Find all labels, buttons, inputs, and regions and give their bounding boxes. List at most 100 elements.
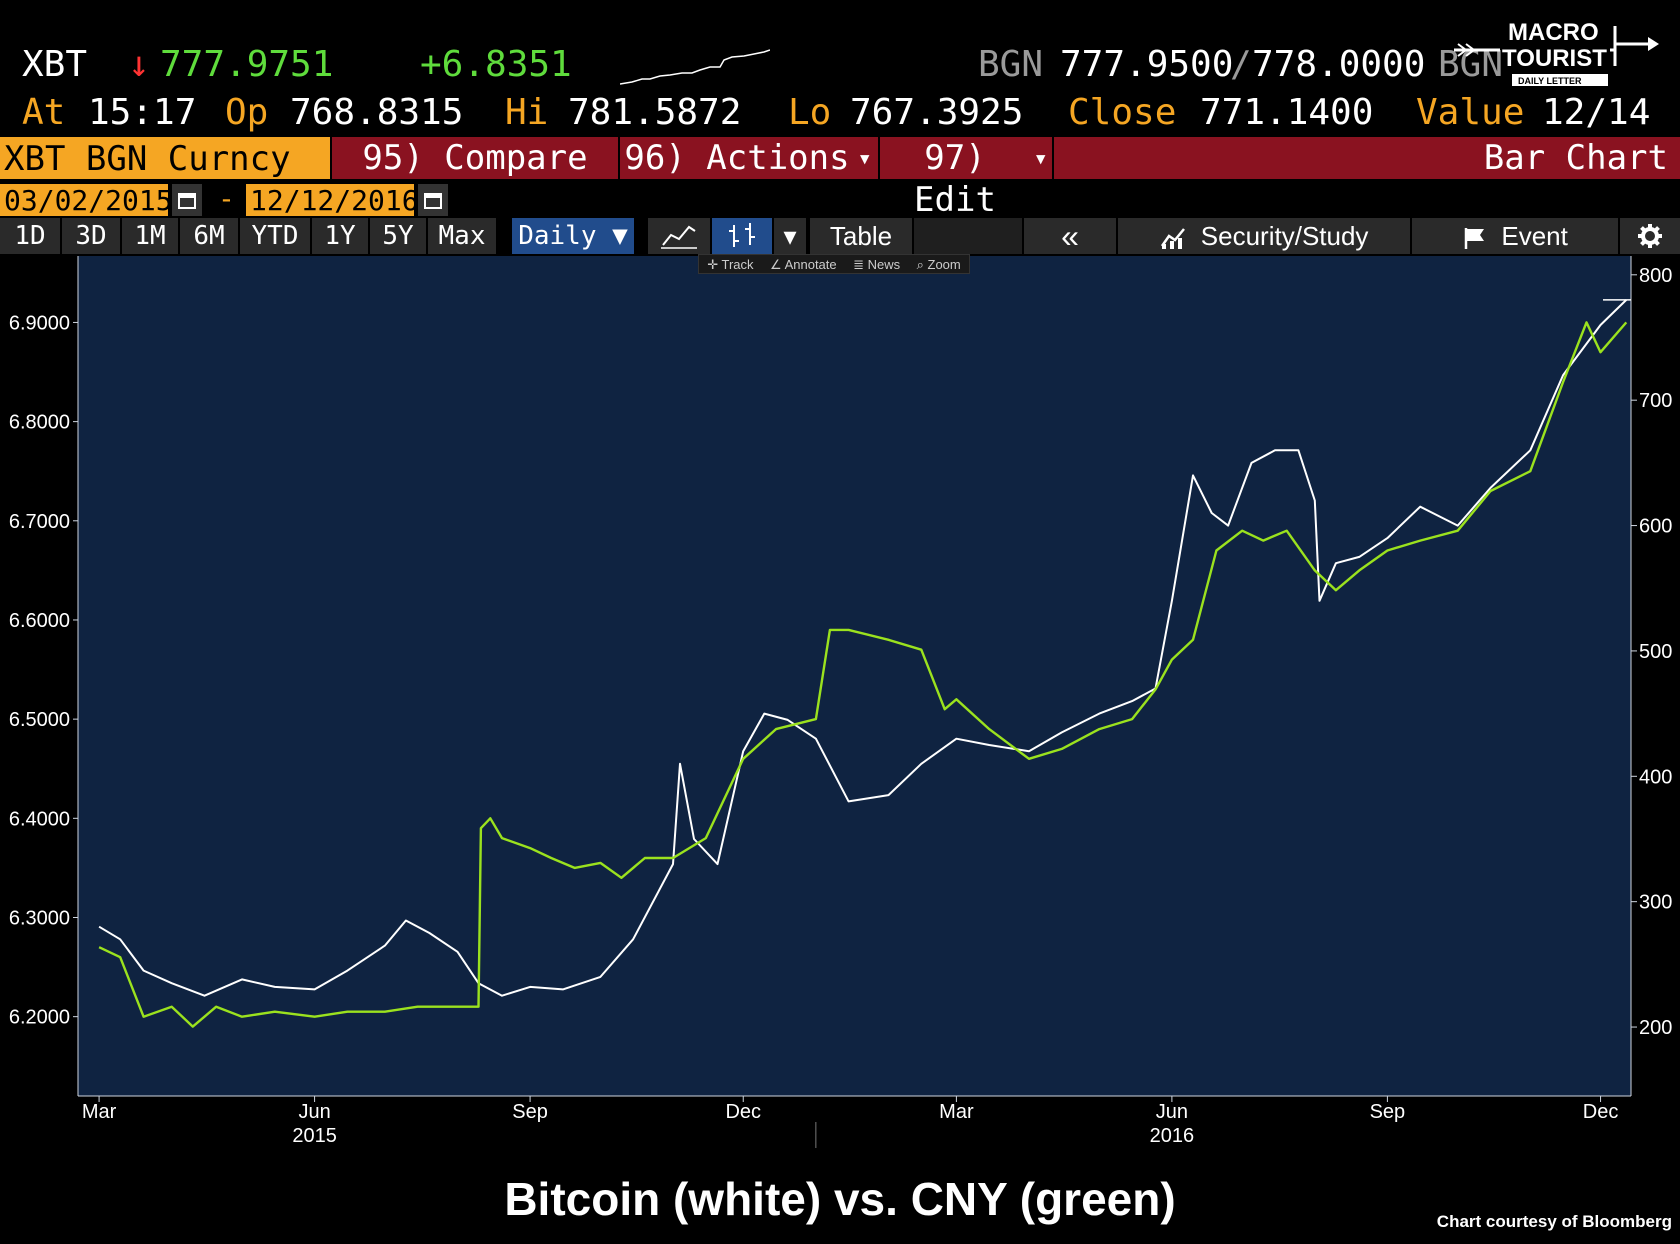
end-date-input[interactable]: 12/12/2016 bbox=[246, 184, 419, 217]
study-icon bbox=[1160, 228, 1185, 250]
toolbar-spacer bbox=[914, 218, 1024, 254]
period-button-5y[interactable]: 5Y bbox=[370, 218, 428, 254]
compare-button[interactable]: 95) Compare bbox=[332, 137, 618, 179]
news-label: News bbox=[867, 257, 901, 272]
chart-mini-toolbar: ✛ Track ∠ Annotate ≣ News ⌕ Zoom bbox=[698, 254, 970, 274]
at-label: At bbox=[22, 92, 66, 133]
chart-title: Bitcoin (white) vs. CNY (green) bbox=[504, 1173, 1176, 1225]
chart-svg: 6.2000 6.3000 6.4000 6.5000 6.6000 6.7000 6.80… bbox=[9, 256, 1672, 1148]
left-tick-label: 6.9000 bbox=[9, 312, 70, 334]
table-button[interactable]: Table bbox=[810, 218, 914, 254]
bid-price: 777.9500 bbox=[1060, 44, 1234, 85]
logo-line1: MACRO bbox=[1508, 19, 1599, 46]
plot-area[interactable] bbox=[78, 256, 1631, 1096]
end-calendar-button[interactable] bbox=[418, 184, 448, 216]
edit-dropdown-icon: ▾ bbox=[1033, 144, 1048, 172]
logo-line2: TOURIST bbox=[1502, 45, 1607, 72]
date-range-separator: - bbox=[218, 182, 235, 215]
left-tick-label: 6.4000 bbox=[9, 808, 70, 830]
open-label: Op bbox=[225, 92, 269, 133]
left-tick-label: 6.8000 bbox=[9, 412, 70, 434]
calendar-icon bbox=[178, 193, 196, 209]
actions-label: 96) Actions bbox=[624, 138, 850, 178]
x-tick-label: Dec bbox=[725, 1101, 761, 1123]
period-button-1d[interactable]: 1D bbox=[0, 218, 62, 254]
start-calendar-button[interactable] bbox=[172, 184, 202, 216]
left-tick-label: 6.2000 bbox=[9, 1007, 70, 1029]
line-chart-button[interactable] bbox=[648, 218, 712, 254]
value-label: Value bbox=[1416, 92, 1525, 133]
calendar-icon bbox=[424, 193, 442, 209]
high-label: Hi bbox=[505, 92, 549, 133]
right-tick-label: 500 bbox=[1639, 641, 1672, 663]
bgn-label: BGN bbox=[978, 44, 1044, 85]
security-study-button[interactable]: Security/Study bbox=[1118, 218, 1412, 254]
period-button-ytd[interactable]: YTD bbox=[240, 218, 312, 254]
right-tick-label: 600 bbox=[1639, 516, 1672, 538]
logo-line3: DAILY LETTER bbox=[1518, 76, 1582, 86]
zoom-label: Zoom bbox=[927, 257, 961, 272]
edit-label: 97) Edit bbox=[914, 138, 996, 220]
ask-price: 778.0000 bbox=[1252, 44, 1426, 85]
bar-chart-button[interactable] bbox=[712, 218, 774, 254]
x-tick-label: Jun bbox=[298, 1101, 330, 1123]
start-date-input[interactable]: 03/02/2015 bbox=[0, 184, 173, 217]
period-button-1y[interactable]: 1Y bbox=[312, 218, 370, 254]
ticker-symbol: XBT bbox=[22, 44, 88, 85]
gear-icon bbox=[1638, 224, 1662, 248]
event-button[interactable]: Event bbox=[1412, 218, 1620, 254]
period-button-max[interactable]: Max bbox=[428, 218, 498, 254]
right-tick-label: 300 bbox=[1639, 892, 1672, 914]
chevron-down-icon: ▾ bbox=[783, 221, 797, 251]
year-label: 2016 bbox=[1150, 1125, 1195, 1147]
bid-ask-separator: / bbox=[1230, 44, 1252, 85]
chart-credit: Chart courtesy of Bloomberg bbox=[1436, 1212, 1672, 1231]
left-tick-label: 6.3000 bbox=[9, 907, 70, 929]
security-study-label: Security/Study bbox=[1200, 221, 1369, 251]
frequency-dropdown[interactable]: Daily ▼ bbox=[512, 218, 636, 254]
left-tick-label: 6.6000 bbox=[9, 610, 70, 632]
left-tick-label: 6.7000 bbox=[9, 511, 70, 533]
zoom-tool[interactable]: ⌕ Zoom bbox=[916, 257, 961, 272]
line-chart-icon bbox=[661, 225, 697, 249]
actions-button[interactable]: 96) Actions ▾ bbox=[620, 137, 878, 179]
x-tick-label: Sep bbox=[1370, 1101, 1406, 1123]
chart-type-dropdown[interactable]: ▾ bbox=[774, 218, 808, 254]
right-tick-label: 400 bbox=[1639, 766, 1672, 788]
x-tick-label: Mar bbox=[939, 1101, 974, 1123]
macro-tourist-logo: MACRO TOURIST DAILY LETTER bbox=[1450, 10, 1665, 90]
track-label: Track bbox=[721, 257, 754, 272]
period-button-3d[interactable]: 3D bbox=[62, 218, 122, 254]
bar-chart-icon bbox=[729, 223, 755, 247]
low-value: 767.3925 bbox=[850, 92, 1024, 133]
period-button-1m[interactable]: 1M bbox=[122, 218, 180, 254]
sparkline-icon bbox=[620, 49, 770, 85]
bitcoin-line bbox=[98, 299, 1627, 997]
low-label: Lo bbox=[788, 92, 832, 133]
x-tick-label: Dec bbox=[1583, 1101, 1619, 1123]
left-tick-label: 6.5000 bbox=[9, 709, 70, 731]
x-tick-label: Sep bbox=[512, 1101, 548, 1123]
security-field[interactable]: XBT BGN Curncy bbox=[0, 137, 330, 179]
track-tool[interactable]: ✛ Track bbox=[707, 257, 754, 272]
settings-button[interactable] bbox=[1620, 218, 1680, 254]
news-tool[interactable]: ≣ News bbox=[853, 257, 901, 272]
last-price: 777.9751 bbox=[160, 44, 334, 85]
open-value: 768.8315 bbox=[290, 92, 464, 133]
collapse-button[interactable]: « bbox=[1024, 218, 1118, 254]
period-button-6m[interactable]: 6M bbox=[180, 218, 240, 254]
price-change: +6.8351 bbox=[420, 44, 572, 85]
right-tick-label: 200 bbox=[1639, 1017, 1672, 1039]
high-value: 781.5872 bbox=[568, 92, 742, 133]
x-tick-label: Jun bbox=[1156, 1101, 1188, 1123]
edit-button[interactable]: 97) Edit ▾ bbox=[880, 137, 1052, 220]
right-tick-label: 700 bbox=[1639, 390, 1672, 412]
actions-dropdown-icon: ▾ bbox=[857, 144, 872, 172]
value-date: 12/14 bbox=[1542, 92, 1651, 133]
right-tick-label: 800 bbox=[1639, 265, 1672, 287]
x-tick-label: Mar bbox=[82, 1101, 117, 1123]
annotate-tool[interactable]: ∠ Annotate bbox=[770, 257, 837, 272]
year-label: 2015 bbox=[292, 1125, 337, 1147]
bar-chart-title: Bar Chart bbox=[1054, 137, 1680, 179]
close-value: 771.1400 bbox=[1200, 92, 1374, 133]
